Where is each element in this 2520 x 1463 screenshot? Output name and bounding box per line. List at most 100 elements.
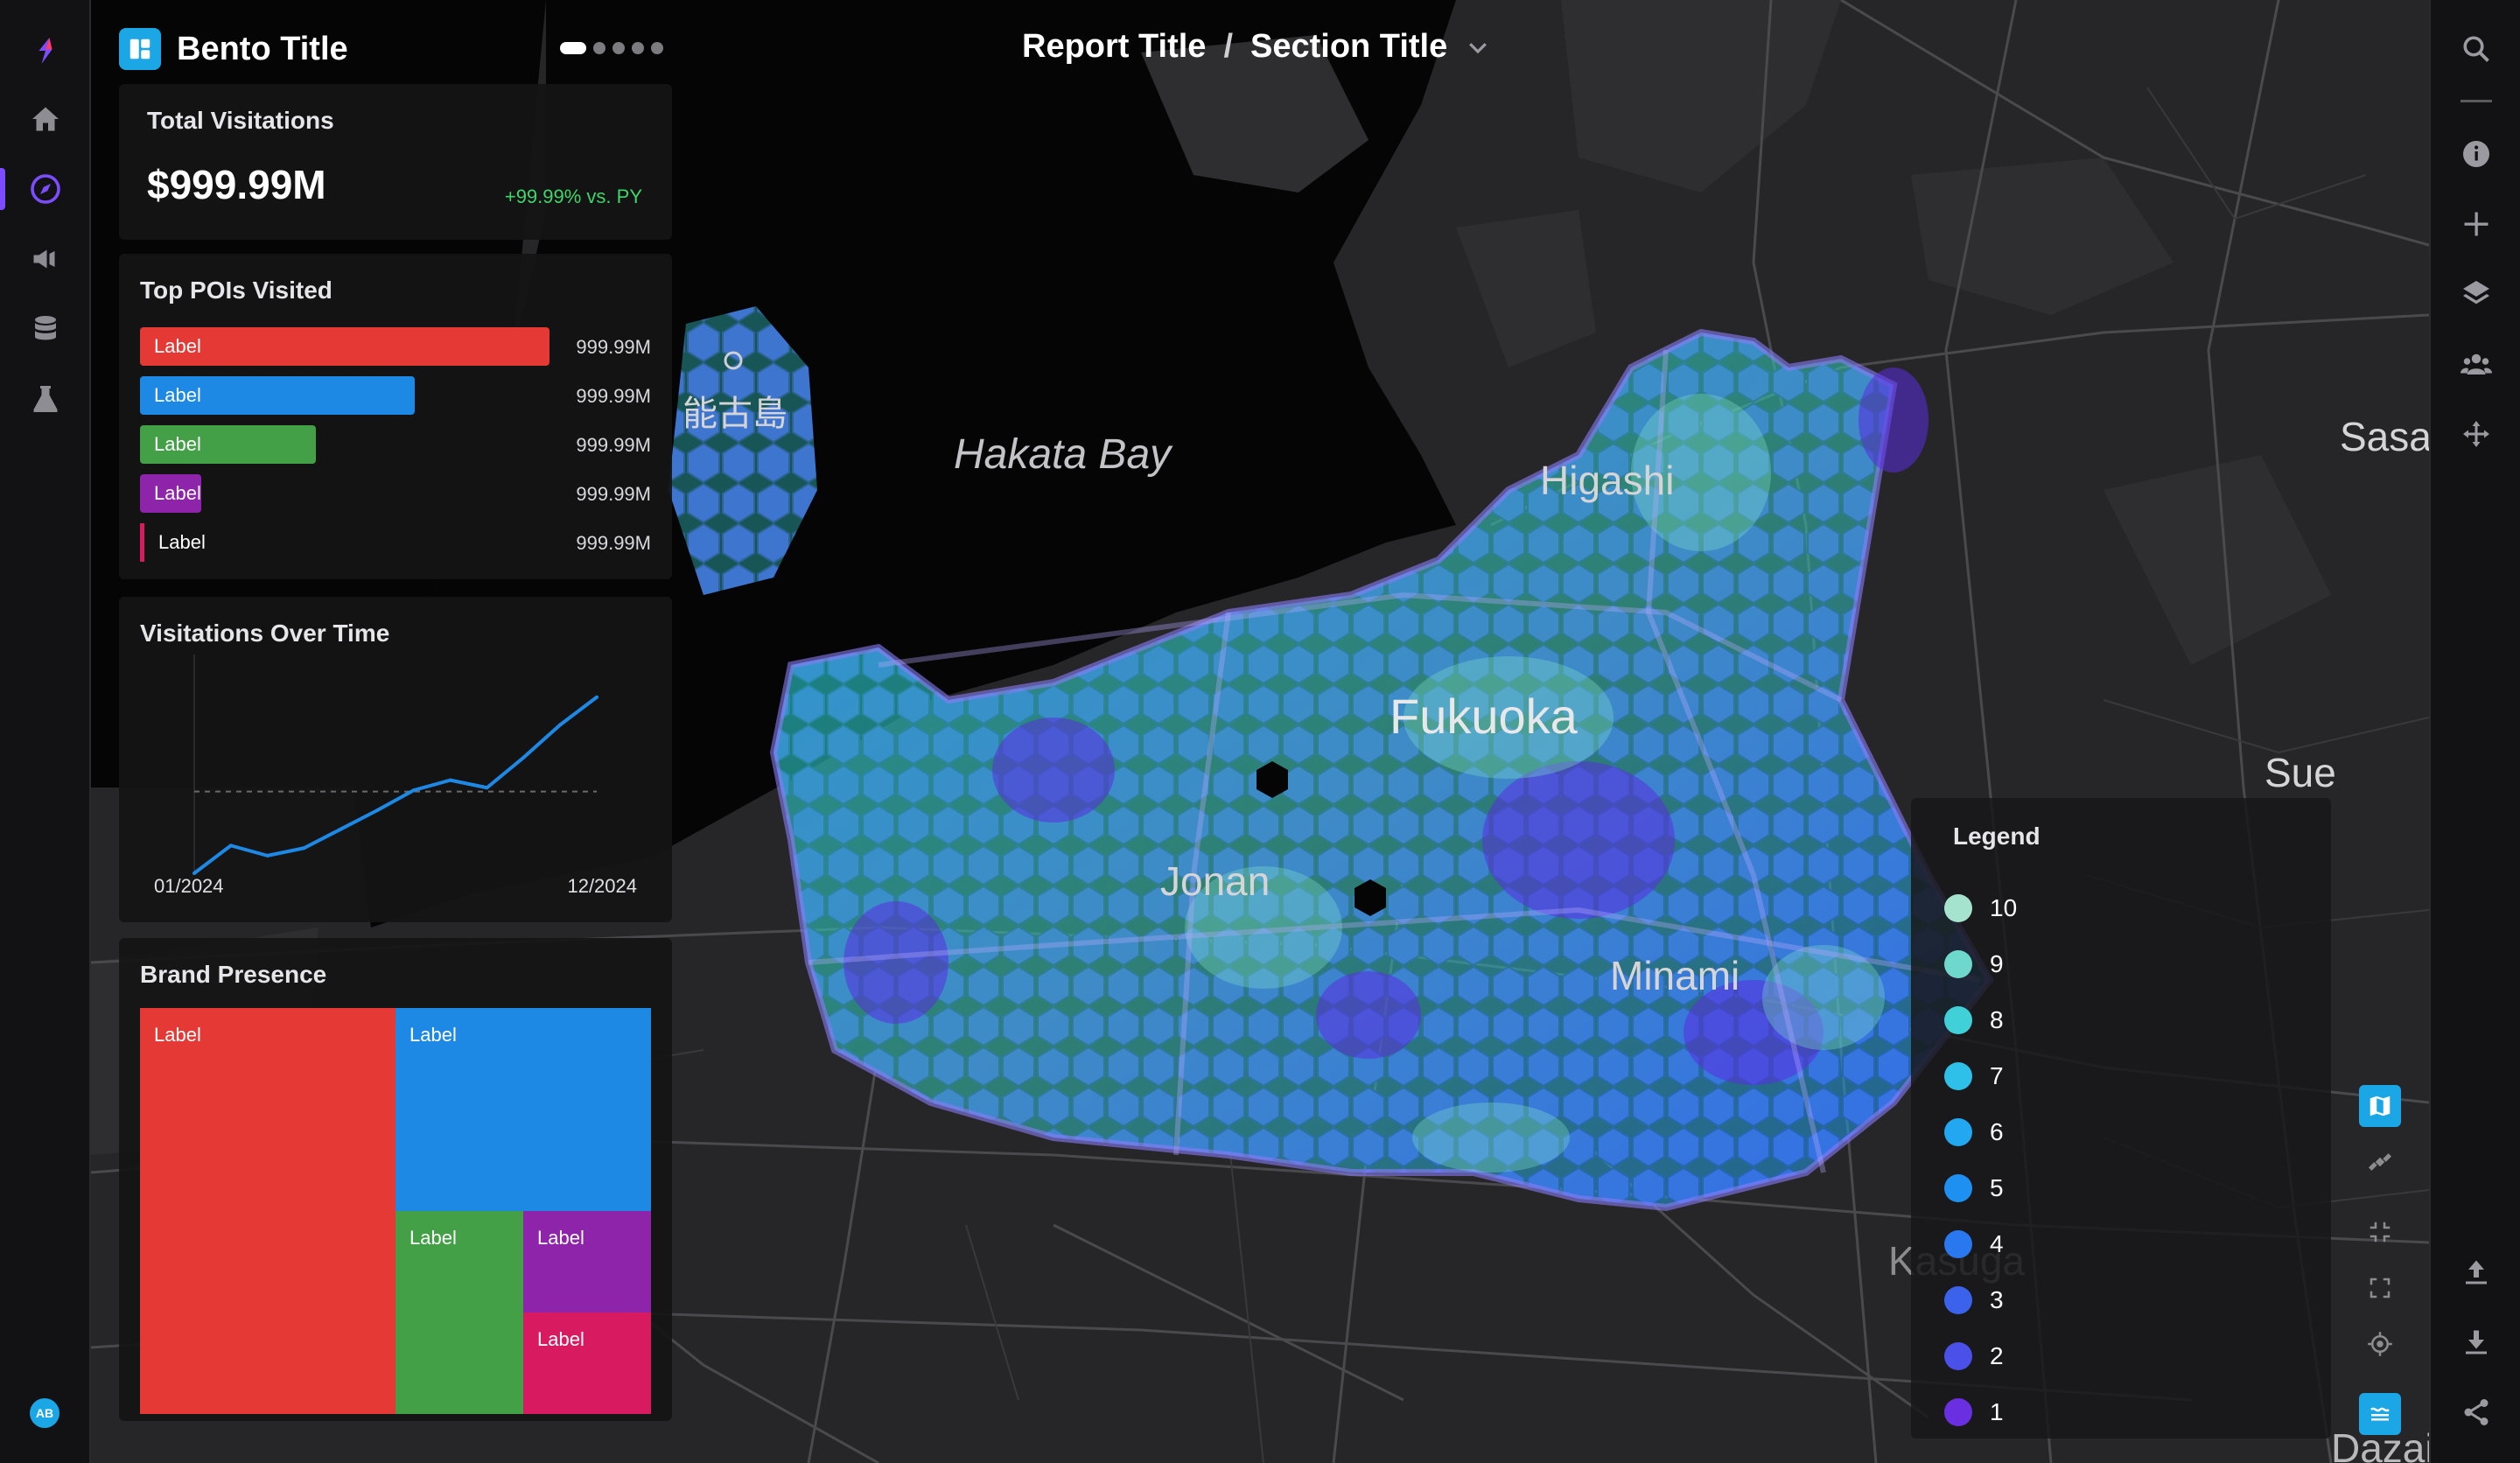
info-icon[interactable] <box>2448 126 2504 182</box>
megaphone-icon[interactable] <box>18 231 74 287</box>
legend-swatch <box>1944 1398 1972 1426</box>
data-point[interactable] <box>339 827 343 831</box>
legend-label: 9 <box>1990 950 2004 977</box>
x-tick-end: 12/2024 <box>567 875 637 897</box>
database-icon[interactable] <box>18 301 74 357</box>
collapse-icon[interactable] <box>2359 1211 2401 1253</box>
bento-logo-icon <box>119 28 161 70</box>
poi-row[interactable]: Label 999.99M <box>140 425 651 464</box>
poi-bar: Label <box>140 474 202 513</box>
poi-value: 999.99M <box>576 483 651 505</box>
active-indicator <box>0 168 5 210</box>
data-point[interactable] <box>485 786 489 790</box>
legend-toggle-icon[interactable] <box>2359 1393 2401 1435</box>
move-icon[interactable] <box>2448 406 2504 462</box>
map-label-sasa: Sasa <box>2340 414 2429 459</box>
bento-title-text: Bento Title <box>177 30 348 67</box>
upload-icon[interactable] <box>2448 1244 2504 1300</box>
right-tool-rail <box>2429 0 2520 1463</box>
map-label-sue: Sue <box>2264 750 2336 795</box>
data-point[interactable] <box>558 723 563 727</box>
treemap-cell[interactable]: Label <box>140 1008 396 1414</box>
flask-icon[interactable] <box>18 371 74 427</box>
poi-bar: Label <box>140 425 317 464</box>
section-title-text: Section Title <box>1250 28 1448 65</box>
map-label-jonan: Jonan <box>1160 858 1270 904</box>
satellite-icon[interactable] <box>2359 1141 2401 1183</box>
treemap-cell[interactable]: Label <box>396 1211 523 1414</box>
pager-dot[interactable] <box>560 42 586 54</box>
expand-icon[interactable] <box>2359 1267 2401 1309</box>
data-point[interactable] <box>192 872 196 875</box>
poi-row[interactable]: Label 999.99M <box>140 376 651 415</box>
visitations-over-time-card: Visitations Over Time 01/2024 12/2024 <box>119 597 672 922</box>
data-point[interactable] <box>375 808 380 813</box>
data-point[interactable] <box>595 695 598 699</box>
treemap-cell[interactable]: Label <box>396 1008 651 1211</box>
line-chart <box>192 654 598 875</box>
series-line[interactable] <box>192 696 598 875</box>
total-visitations-value: $999.99M <box>147 162 326 207</box>
map-label-minami: Minami <box>1610 953 1740 998</box>
pager-dot[interactable] <box>612 42 625 54</box>
logo-icon[interactable] <box>18 23 74 79</box>
data-point[interactable] <box>448 778 452 782</box>
pager-dot[interactable] <box>593 42 606 54</box>
treemap-cell[interactable]: Label <box>523 1211 651 1312</box>
data-point[interactable] <box>228 844 233 848</box>
left-nav-rail: AB <box>0 0 91 1463</box>
report-title[interactable]: Report Title / Section Title <box>1022 28 1491 66</box>
pager-dot[interactable] <box>632 42 644 54</box>
card-title: Brand Presence <box>140 961 327 988</box>
legend-label: 10 <box>1990 894 2018 921</box>
legend-swatch <box>1944 950 1972 978</box>
poi-bar: Label <box>140 327 550 366</box>
poi-bar: Label <box>140 376 415 415</box>
data-point[interactable] <box>302 846 306 850</box>
map-label-noko: 能古島 <box>682 395 788 433</box>
search-icon[interactable] <box>2448 21 2504 77</box>
layers-icon[interactable] <box>2448 266 2504 322</box>
legend-swatch <box>1944 1062 1972 1090</box>
data-point[interactable] <box>265 853 270 858</box>
card-title: Top POIs Visited <box>140 276 332 304</box>
legend-label: 6 <box>1990 1118 2004 1145</box>
map-label-bay: Hakata Bay <box>954 431 1172 478</box>
users-icon[interactable] <box>2448 336 2504 392</box>
total-visitations-delta: +99.99% vs. PY <box>504 186 642 207</box>
poi-row[interactable]: Label 999.99M <box>140 327 651 366</box>
legend-label: 3 <box>1990 1286 2004 1313</box>
map-label-fukuoka: Fukuoka <box>1390 689 1578 744</box>
legend-label: 4 <box>1990 1230 2004 1257</box>
chevron-down-icon[interactable] <box>1465 34 1491 60</box>
poi-row[interactable]: Label 999.99M <box>140 523 651 562</box>
card-title: Visitations Over Time <box>140 620 390 647</box>
legend-label: 5 <box>1990 1174 2004 1201</box>
legend-label: 2 <box>1990 1342 2004 1369</box>
poi-value: 999.99M <box>576 385 651 407</box>
x-tick-start: 01/2024 <box>154 875 224 897</box>
map-label-higashi: Higashi <box>1540 458 1675 503</box>
share-icon[interactable] <box>2448 1384 2504 1440</box>
bento-title: Bento Title <box>119 28 348 70</box>
pager-dot[interactable] <box>651 42 663 54</box>
poi-row[interactable]: Label 999.99M <box>140 474 651 513</box>
data-point[interactable] <box>411 788 416 793</box>
map-view-icon[interactable] <box>2359 1085 2401 1127</box>
compass-icon[interactable] <box>18 161 74 217</box>
legend-item: 1 <box>1944 1395 2004 1430</box>
avatar[interactable]: AB <box>30 1398 60 1428</box>
poi-value: 999.99M <box>576 532 651 554</box>
pager-dots[interactable] <box>560 42 663 54</box>
home-icon[interactable] <box>18 91 74 147</box>
data-point[interactable] <box>522 755 526 760</box>
legend-swatch <box>1944 1006 1972 1034</box>
plus-icon[interactable] <box>2448 196 2504 252</box>
rail-divider <box>2460 100 2492 102</box>
treemap-cell[interactable]: Label <box>523 1312 651 1414</box>
legend-swatch <box>1944 1118 1972 1146</box>
locate-icon[interactable] <box>2359 1323 2401 1365</box>
legend-label: 7 <box>1990 1062 2004 1089</box>
legend-item: 3 <box>1944 1283 2004 1318</box>
download-icon[interactable] <box>2448 1314 2504 1370</box>
